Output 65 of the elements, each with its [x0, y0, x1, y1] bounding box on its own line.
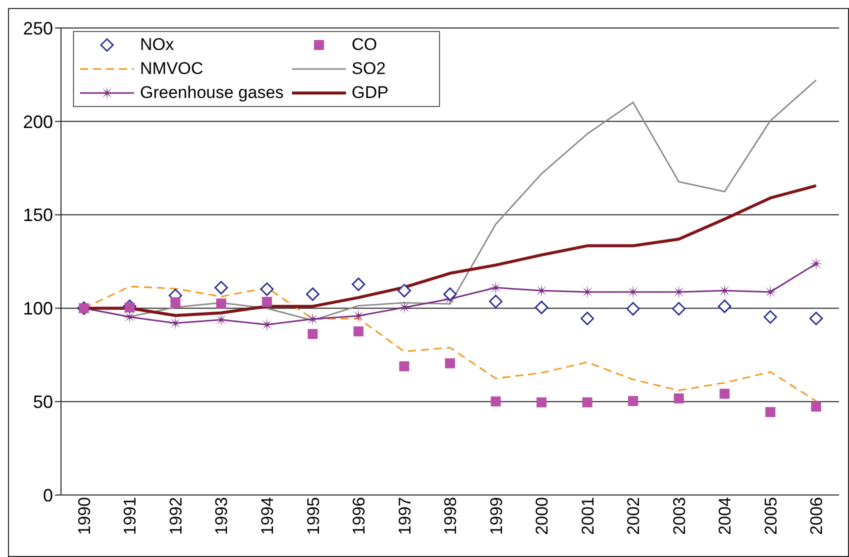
point — [308, 328, 318, 339]
y-tick-label: 150 — [22, 205, 53, 226]
point — [168, 316, 182, 330]
legend-label: NMVOC — [140, 59, 204, 79]
point — [445, 358, 455, 368]
point — [397, 284, 411, 298]
x-tick-label: 2006 — [807, 497, 826, 535]
point — [488, 280, 503, 295]
point — [397, 300, 412, 314]
x-tick-label: 1997 — [395, 497, 414, 535]
legend-label: SO2 — [352, 59, 386, 79]
x-tick-label: 2001 — [578, 497, 598, 535]
point — [626, 302, 640, 316]
point — [674, 393, 684, 404]
point — [489, 294, 503, 308]
point — [628, 396, 638, 406]
x-tick-label: 1992 — [166, 497, 186, 535]
x-tick-label: 1995 — [304, 497, 323, 535]
point — [809, 256, 824, 271]
point — [352, 278, 366, 292]
x-tick-label: 1993 — [212, 497, 232, 535]
point — [262, 296, 272, 307]
x-tick-label: 1991 — [120, 497, 140, 535]
point — [214, 280, 228, 294]
point — [260, 318, 274, 332]
y-tick-label: 50 — [32, 392, 53, 412]
x-tick-label: 1994 — [258, 497, 278, 535]
point — [720, 388, 730, 399]
legend-label: GDP — [352, 83, 388, 103]
point — [536, 397, 547, 408]
point — [764, 310, 778, 324]
point — [170, 297, 180, 308]
legend-label: NOx — [140, 35, 174, 55]
point — [260, 282, 274, 296]
x-tick-label: 2004 — [716, 497, 735, 535]
y-tick-label: 0 — [42, 485, 53, 506]
x-tick-label: 2003 — [670, 497, 689, 535]
point — [582, 397, 592, 408]
x-tick-label: 1998 — [441, 497, 460, 535]
point — [809, 312, 823, 326]
point — [216, 298, 226, 309]
point — [353, 326, 364, 336]
y-tick-label: 200 — [22, 112, 53, 132]
point — [534, 300, 548, 314]
point — [811, 402, 822, 412]
x-tick-label: 1990 — [74, 497, 94, 535]
point — [672, 302, 686, 316]
point — [214, 312, 228, 327]
point — [490, 396, 501, 406]
point — [765, 407, 776, 418]
point — [306, 287, 320, 301]
y-tick-label: 250 — [22, 18, 53, 38]
x-tick-label: 2002 — [624, 497, 644, 535]
point — [306, 312, 320, 326]
legend-label: Greenhouse gases — [140, 83, 284, 103]
x-tick-label: 2005 — [761, 497, 780, 535]
x-tick-label: 1996 — [350, 497, 369, 535]
x-tick-label: 1999 — [486, 497, 506, 535]
y-tick-label: 100 — [22, 298, 53, 319]
legend-label: CO — [352, 35, 378, 55]
point — [718, 300, 732, 314]
point — [580, 312, 594, 326]
point — [443, 287, 457, 301]
x-tick-label: 2000 — [532, 497, 552, 535]
point — [399, 361, 410, 372]
